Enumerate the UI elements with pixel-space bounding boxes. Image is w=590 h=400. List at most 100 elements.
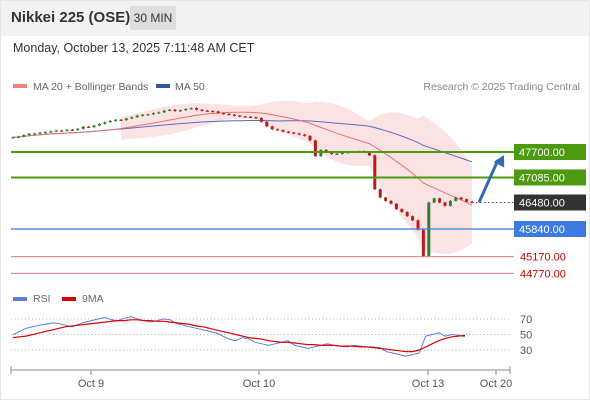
candle-body — [11, 137, 15, 139]
candle-body — [400, 209, 404, 213]
candle-body — [22, 135, 26, 137]
candle-body — [448, 200, 452, 206]
candle-body — [319, 149, 323, 157]
candle-body — [438, 198, 442, 203]
candle-body — [81, 126, 85, 129]
candle-body — [259, 118, 263, 122]
candle-body — [119, 119, 123, 121]
candle-body — [459, 197, 463, 200]
candle-body — [367, 152, 371, 156]
candle-body — [205, 110, 209, 112]
candle-body — [173, 109, 177, 112]
candle-body — [184, 108, 188, 111]
candle-body — [454, 197, 458, 201]
candle-body — [432, 198, 436, 203]
forecast-arrow-head — [493, 155, 505, 168]
candle-body — [130, 117, 134, 119]
candle-body — [97, 123, 101, 126]
resistance-tag — [514, 144, 586, 160]
timeframe-button[interactable]: 30 MIN — [130, 6, 176, 30]
rsi-level-label: 70 — [520, 314, 532, 326]
candle-body — [157, 112, 161, 114]
rsi-legend-swatch — [13, 297, 27, 301]
support-label: 44770.00 — [520, 268, 566, 280]
candle-body — [124, 118, 128, 121]
ma50-legend-label: MA 50 — [175, 81, 205, 93]
candle-body — [384, 197, 388, 201]
support-label: 45840.00 — [519, 224, 565, 236]
candle-body — [324, 149, 328, 152]
datetime-label: Monday, October 13, 2025 7:11:48 AM CET — [13, 41, 255, 55]
candle-body — [211, 111, 215, 113]
candle-body — [292, 132, 296, 134]
candle-body — [405, 212, 409, 217]
x-axis: Oct 9 Oct 10 Oct 13 Oct 20 — [10, 366, 512, 390]
support-tag — [514, 221, 586, 237]
forecast-arrow — [477, 159, 500, 204]
candle-body — [416, 220, 420, 230]
candle-body — [470, 201, 474, 203]
rsi-line — [12, 316, 466, 357]
candle-body — [276, 129, 280, 131]
candle-body — [146, 114, 150, 116]
candle-body — [286, 131, 290, 133]
pivot-tag — [514, 194, 586, 211]
candle-body — [76, 128, 80, 131]
bollinger-band — [121, 100, 472, 254]
candle-body — [254, 117, 258, 119]
candle-body — [43, 132, 47, 134]
x-tick-label: Oct 10 — [243, 378, 275, 390]
candle-body — [195, 108, 199, 110]
candle-body — [270, 126, 274, 130]
rsi-ma-legend-swatch — [62, 297, 76, 301]
x-tick-label: Oct 9 — [78, 378, 104, 390]
candle-body — [135, 115, 139, 118]
rsi-level-label: 50 — [520, 330, 532, 342]
candle-body — [232, 114, 236, 116]
candle-body — [303, 134, 307, 136]
resistance-label: 47700.00 — [519, 147, 565, 159]
rsi-ma-legend-label: 9MA — [82, 293, 104, 305]
candle-body — [38, 132, 42, 134]
x-tick-label: Oct 13 — [412, 378, 444, 390]
resistance-tag — [514, 169, 586, 186]
candle-body — [60, 130, 64, 132]
support-label: 45170.00 — [520, 252, 566, 264]
candle-body — [54, 130, 58, 132]
candle-body — [373, 155, 377, 190]
source-credit: Research © 2025 Trading Central — [423, 81, 580, 93]
instrument-title: Nikkei 225 (OSE) — [11, 9, 131, 26]
candle-body — [297, 133, 301, 135]
bollinger-legend-swatch — [13, 84, 27, 88]
candle-body — [162, 110, 166, 113]
price-plot-area: 47700.00 47085.00 46480.00 45840.00 45170.00… — [11, 100, 586, 280]
candle-body — [33, 133, 37, 135]
candle-body — [238, 115, 242, 117]
candle-body — [65, 129, 69, 131]
candle-body — [27, 133, 31, 136]
candle-body — [281, 130, 285, 132]
candle-body — [49, 131, 53, 133]
candle-body — [114, 119, 118, 121]
candle-body — [378, 189, 382, 198]
candle-body — [265, 121, 269, 127]
bollinger-legend-label: MA 20 + Bollinger Bands — [33, 81, 148, 93]
candle-body — [249, 116, 253, 119]
candle-body — [92, 125, 96, 128]
x-tick-label: Oct 20 — [480, 378, 512, 390]
candle-body — [227, 113, 231, 116]
candle-body — [308, 135, 312, 141]
candle-body — [330, 152, 334, 155]
rsi-ma-line — [12, 319, 466, 353]
candle-body — [340, 152, 344, 155]
candle-body — [189, 108, 193, 110]
candle-body — [394, 203, 398, 210]
candle-body — [168, 109, 172, 111]
candle-body — [103, 122, 107, 124]
candle-body — [243, 116, 247, 118]
ma50-legend-swatch — [156, 84, 170, 88]
candle-body — [443, 202, 447, 206]
header-bar — [0, 0, 590, 36]
candle-body — [222, 113, 226, 115]
